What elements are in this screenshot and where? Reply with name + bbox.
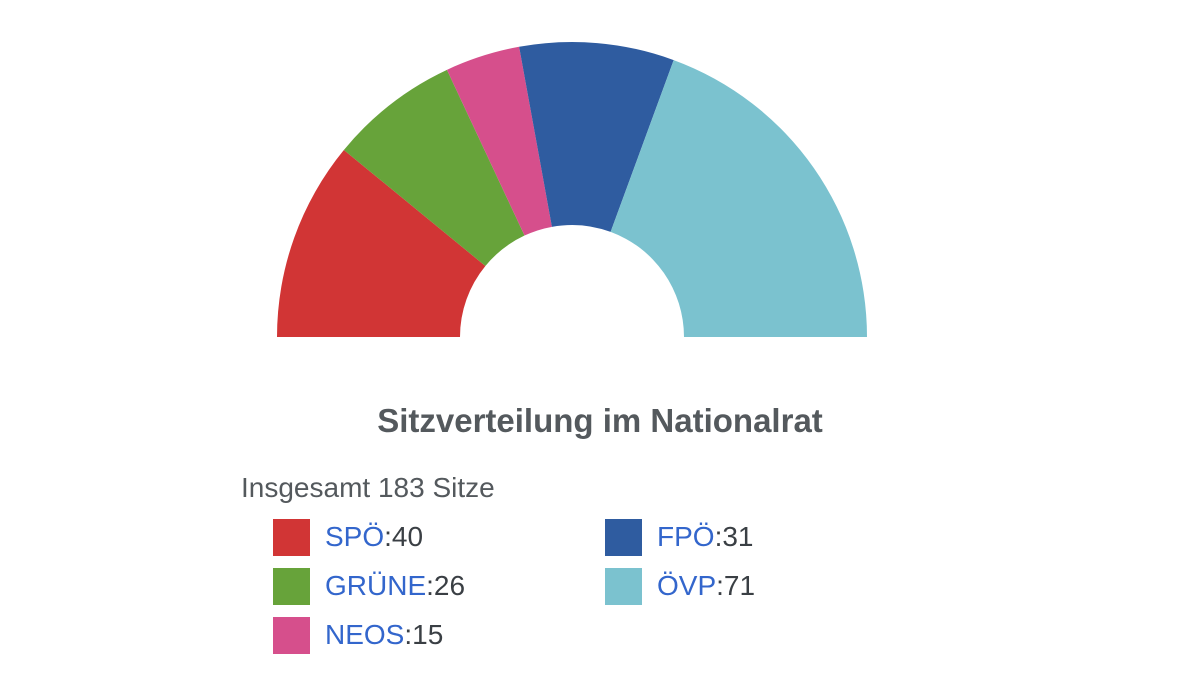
legend-item-oevp: ÖVP: 71 [605,566,755,606]
legend-swatch-oevp [605,567,642,605]
legend-value-fpoe: 31 [722,521,754,552]
seat-segment-övp [610,60,867,337]
legend-item-gruene: GRÜNE: 26 [273,566,465,606]
legend-swatch-gruene [273,567,310,605]
legend-swatch-spoe [273,518,310,556]
total-seats-label: Insgesamt 183 Sitze [241,472,495,503]
legend-item-fpoe: FPÖ: 31 [605,517,754,557]
legend-separator: : [716,570,724,601]
legend-value-oevp: 71 [723,570,756,601]
legend-link-spoe[interactable]: SPÖ [325,521,385,552]
legend-item-spoe: SPÖ: 40 [273,517,423,557]
legend-link-gruene[interactable]: GRÜNE [325,570,427,601]
legend-value-neos: 15 [412,619,444,650]
seat-segment-fpö [519,41,674,232]
parliament-chart [277,41,867,337]
legend-separator: : [404,619,413,650]
legend-separator: : [384,521,392,552]
seat-segment-grüne [343,69,525,266]
legend-separator: : [426,570,434,601]
legend-swatch-fpoe [605,518,642,556]
legend-item-neos: NEOS: 15 [273,615,443,655]
legend-link-neos[interactable]: NEOS [325,619,405,650]
chart-title: Sitzverteilung im Nationalrat [377,402,823,439]
legend-link-fpoe[interactable]: FPÖ [657,521,715,552]
seat-segment-spö [277,149,486,337]
legend-link-oevp[interactable]: ÖVP [657,570,717,601]
legend-separator: : [714,521,723,552]
seat-segment-neos [446,46,552,236]
legend-value-gruene: 26 [433,570,466,601]
legend-value-spoe: 40 [391,521,424,552]
legend-swatch-neos [273,616,310,654]
